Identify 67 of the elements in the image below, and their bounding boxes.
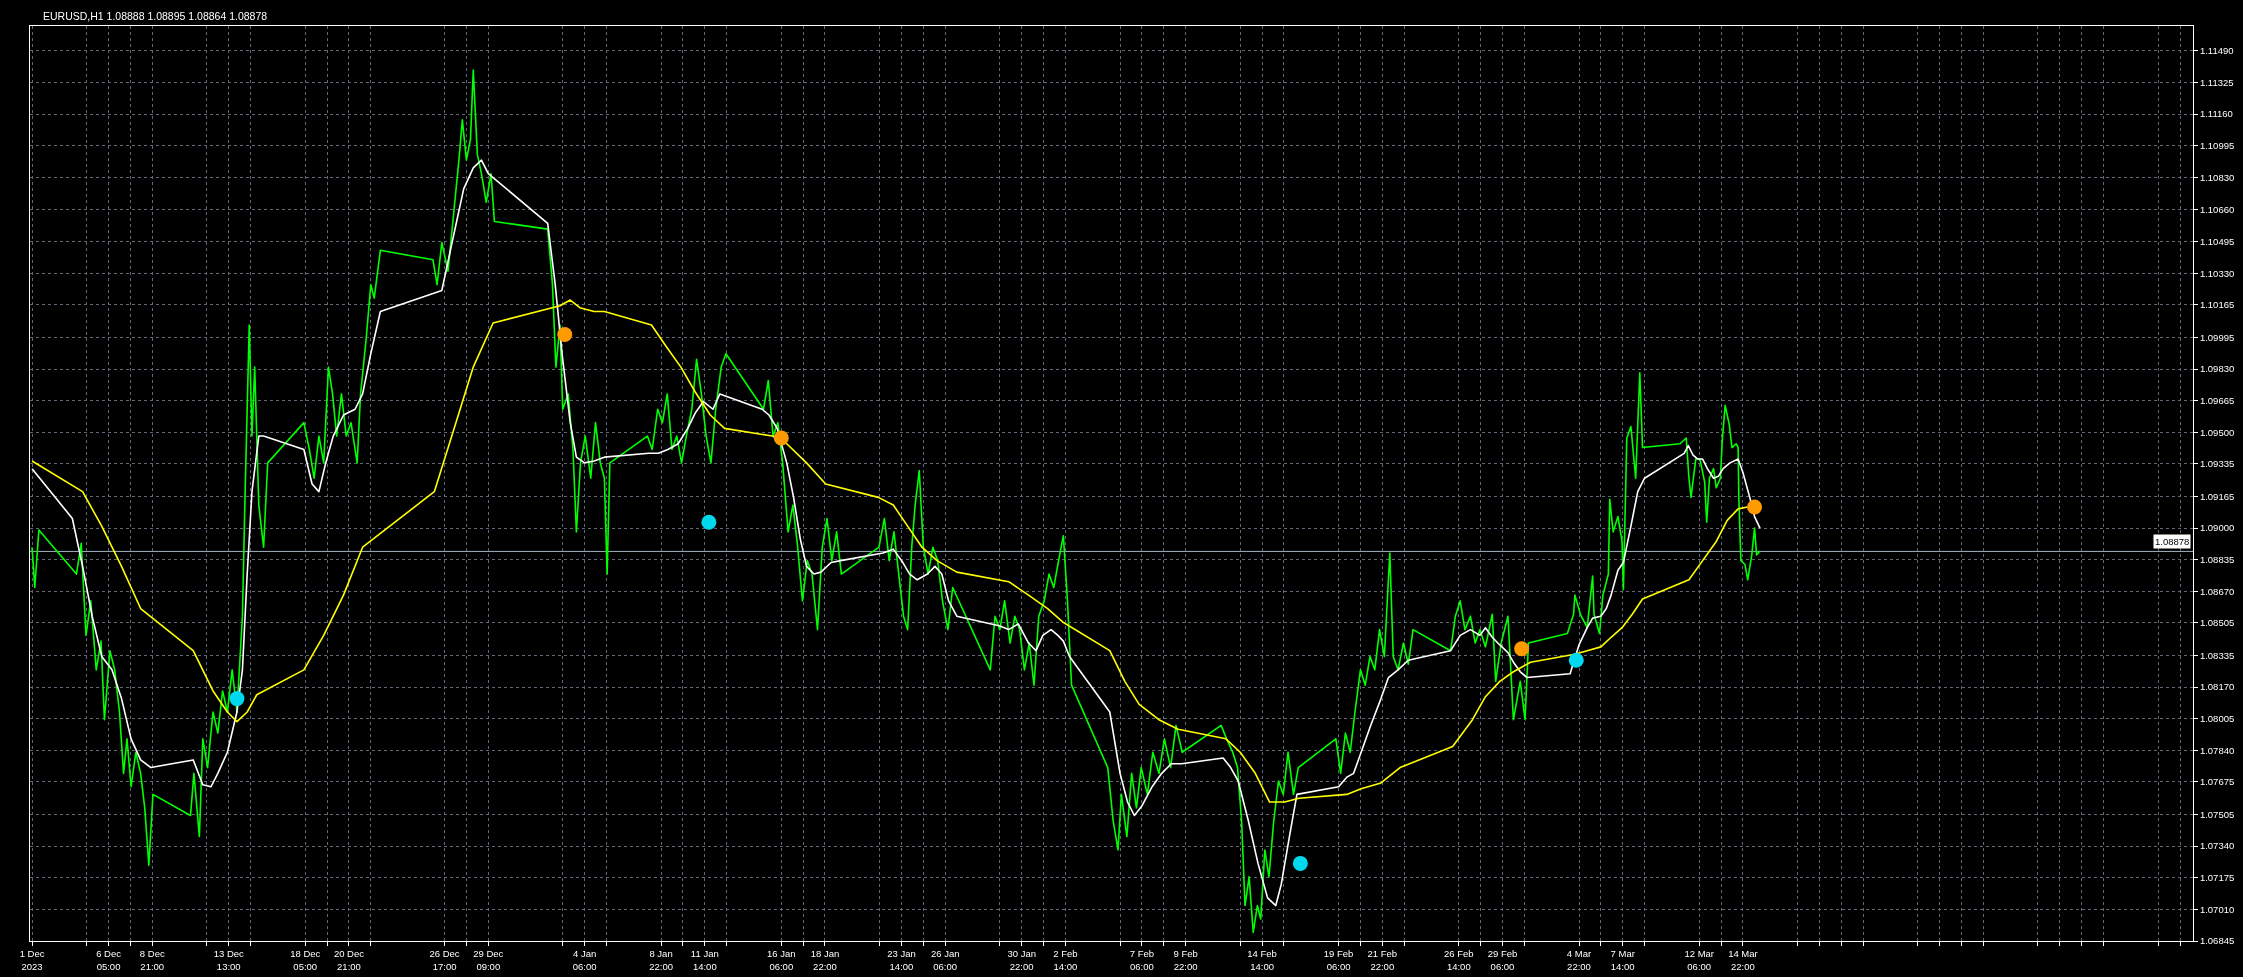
y-tick-label: 1.07675 (2199, 776, 2235, 788)
y-tick-label: 1.07840 (2199, 744, 2235, 756)
y-tick-label: 1.10165 (2199, 299, 2235, 311)
ref-line-label: 1.08878 (2155, 536, 2190, 547)
y-tick-label: 1.08505 (2199, 617, 2235, 629)
x-tick-label: 4 Jan 06:00 (572, 948, 597, 972)
y-tick-label: 1.11160 (2199, 108, 2233, 120)
point (701, 514, 717, 530)
x-tick-label: 19 Feb 06:00 (1323, 948, 1354, 972)
y-tick-label: 1.11490 (2199, 45, 2234, 57)
x-tick-label: 8 Dec 21:00 (139, 948, 165, 972)
x-tick-label: 7 Mar 14:00 (1610, 948, 1635, 972)
chart-title: EURUSD,H1 1.08888 1.08895 1.08864 1.08878 (42, 9, 268, 22)
y-tick-label: 1.07340 (2199, 840, 2235, 852)
y-tick-label: 1.07010 (2199, 903, 2235, 915)
y-tick-label: 1.10330 (2199, 267, 2235, 279)
y-tick-label: 1.10830 (2199, 171, 2235, 183)
point (1568, 652, 1584, 668)
x-tick-label: 8 Jan 22:00 (649, 948, 673, 972)
y-tick-label: 1.09665 (2199, 394, 2235, 406)
point (1747, 499, 1763, 515)
point (229, 691, 245, 707)
x-tick-label: 9 Feb 22:00 (1173, 948, 1198, 972)
y-tick-label: 1.10660 (2199, 204, 2235, 216)
x-tick-label: 11 Jan 14:00 (690, 948, 719, 972)
point (1514, 641, 1530, 657)
x-tick-label: 26 Dec 17:00 (429, 948, 460, 972)
y-tick-label: 1.09000 (2199, 522, 2235, 534)
y-tick-label: 1.09165 (2199, 490, 2235, 502)
y-tick-label: 1.09830 (2199, 363, 2235, 375)
x-tick-label: 12 Mar 06:00 (1684, 948, 1714, 972)
y-tick-label: 1.08670 (2199, 585, 2235, 597)
x-tick-label: 18 Dec 05:00 (290, 948, 321, 972)
y-tick-label: 1.06845 (2199, 935, 2235, 947)
x-tick-label: 2 Feb 14:00 (1053, 948, 1078, 972)
y-tick-label: 1.08835 (2199, 553, 2235, 565)
y-tick-label: 1.08170 (2199, 681, 2235, 693)
x-tick-label: 6 Dec 05:00 (96, 948, 122, 972)
y-tick-label: 1.07505 (2199, 808, 2235, 820)
point (557, 327, 573, 342)
point (773, 430, 789, 446)
x-tick-label: 26 Jan 06:00 (930, 948, 960, 972)
y-tick-label: 1.08005 (2199, 713, 2235, 725)
x-tick-label: 29 Dec 09:00 (473, 948, 504, 972)
y-tick-label: 1.09500 (2199, 426, 2235, 438)
x-tick-label: 18 Jan 22:00 (810, 948, 840, 972)
point (1292, 855, 1308, 871)
x-tick-label: 29 Feb 06:00 (1487, 948, 1518, 972)
x-tick-label: 16 Jan 06:00 (767, 948, 796, 972)
x-tick-label: 1 Dec 2023 (19, 948, 45, 972)
x-tick-label: 23 Jan 14:00 (887, 948, 916, 972)
y-tick-label: 1.10995 (2199, 140, 2235, 152)
x-tick-label: 4 Mar 22:00 (1566, 948, 1592, 972)
x-tick-label: 21 Feb 22:00 (1367, 948, 1398, 972)
x-tick-label: 30 Jan 22:00 (1007, 948, 1036, 972)
y-tick-label: 1.11325 (2199, 76, 2234, 88)
y-tick-label: 1.09995 (2199, 331, 2235, 343)
x-tick-label: 26 Feb 14:00 (1444, 948, 1474, 972)
y-tick-label: 1.09335 (2199, 458, 2235, 470)
y-tick-label: 1.08335 (2199, 649, 2235, 661)
x-tick-label: 13 Dec 13:00 (213, 948, 245, 972)
x-tick-label: 20 Dec 21:00 (333, 948, 365, 972)
x-tick-label: 7 Feb 06:00 (1129, 948, 1155, 972)
y-tick-label: 1.10495 (2199, 235, 2235, 247)
x-tick-label: 14 Mar 22:00 (1728, 948, 1758, 972)
y-tick-label: 1.07175 (2199, 872, 2235, 884)
x-tick-label: 14 Feb 14:00 (1247, 948, 1277, 972)
